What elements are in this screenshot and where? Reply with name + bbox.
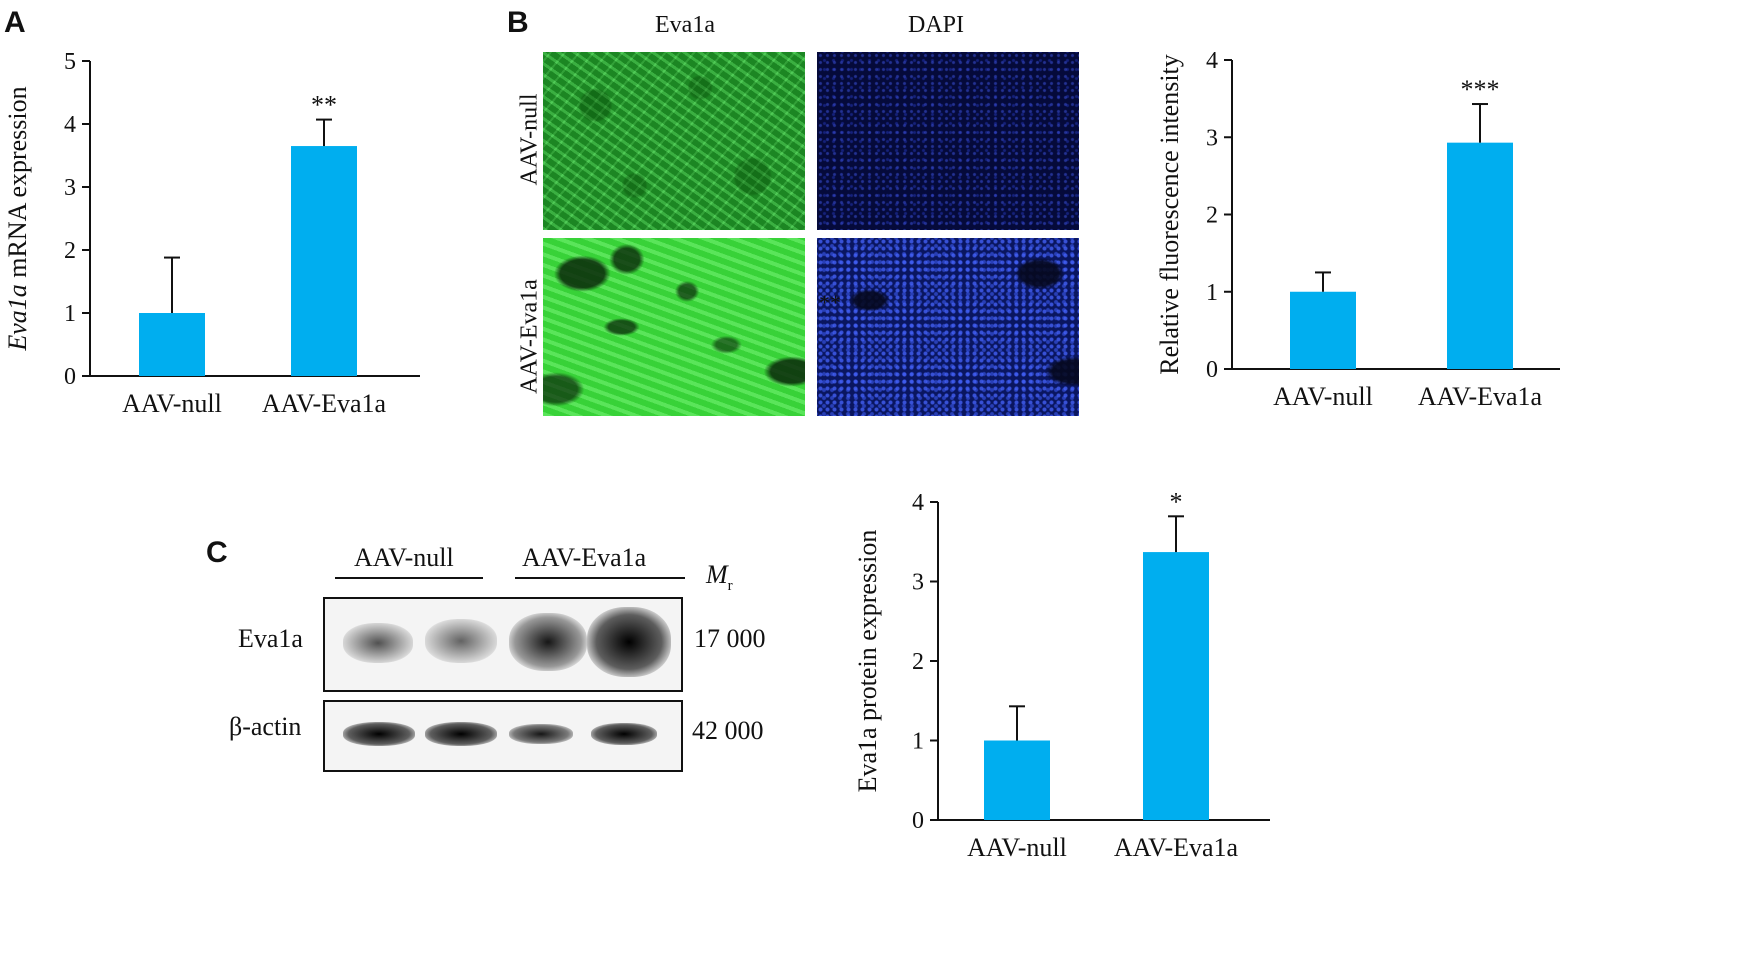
row-label-aav-null: AAV-null (516, 93, 543, 186)
category-label: AAV-null (967, 833, 1067, 862)
micrograph-eva1a-aav-null (543, 52, 805, 230)
y-axis-label: Eva1a protein expression (853, 530, 882, 793)
chart-c-protein: 0 1 2 3 4 Eva1a protein expression AAV-null * AA… (853, 487, 1270, 862)
group-line-aav-eva1a (515, 577, 685, 579)
bar-aav-eva1a (1143, 552, 1209, 820)
micrograph-dapi-aav-eva1a: ** (817, 238, 1079, 416)
y-axis-label: Eva1a mRNA expression (3, 86, 32, 351)
mr-subscript: r (727, 578, 733, 594)
band-actin-lane-1 (343, 722, 415, 746)
blot-row-label-eva1a: Eva1a (238, 624, 303, 653)
panel-letter-a: A (4, 6, 26, 39)
panel-letter-c: C (206, 536, 228, 569)
micrograph-dapi-aav-null (817, 52, 1079, 230)
bar-aav-null (984, 740, 1050, 820)
chart-b-fluorescence: 0 1 2 3 4 Relative fluorescence intensity AAV-… (1155, 48, 1560, 411)
y-tick-label: 1 (64, 301, 76, 327)
bar-aav-eva1a (1447, 142, 1513, 369)
y-tick-label: 4 (912, 490, 924, 516)
blot-row-label-beta-actin: β-actin (229, 712, 302, 741)
category-label: AAV-null (122, 389, 222, 418)
y-tick-label: 2 (912, 649, 924, 675)
y-tick-label: 1 (1206, 280, 1218, 306)
overlay-mark: ** (819, 290, 841, 315)
significance-mark: ** (311, 91, 337, 120)
y-axis-label-text: mRNA expression (3, 86, 32, 284)
y-tick-label: 3 (1206, 125, 1218, 151)
mr-letter: M (706, 560, 728, 589)
y-tick-label: 5 (64, 49, 76, 75)
group-label-aav-eva1a: AAV-Eva1a (522, 543, 647, 572)
y-axis-label-text: Relative fluorescence intensity (1155, 54, 1184, 375)
significance-mark: * (1170, 487, 1183, 516)
mr-label: Mr (706, 560, 733, 594)
significance-mark: *** (1461, 75, 1500, 104)
bar-aav-eva1a (291, 146, 357, 376)
y-axis-label-italic: Eva1a (3, 284, 32, 351)
y-tick-label: 0 (912, 808, 924, 834)
bar-aav-null (1290, 291, 1356, 369)
micrograph-eva1a-aav-eva1a (543, 238, 805, 416)
y-tick-label: 0 (64, 364, 76, 390)
y-axis-label-text: Eva1a protein expression (853, 530, 882, 793)
band-eva1a-lane-3 (509, 613, 587, 671)
chart-a-mrna: 0 1 2 3 4 5 Eva1a mRNA expression AAV-null ** AAV… (3, 49, 420, 418)
band-actin-lane-2 (425, 722, 497, 746)
group-label-aav-null: AAV-null (354, 543, 454, 572)
band-actin-lane-4 (591, 723, 657, 745)
row-label-aav-eva1a: AAV-Eva1a (516, 279, 543, 394)
bar-aav-null (139, 313, 205, 376)
y-tick-label: 4 (64, 112, 76, 138)
blot-mw-beta-actin: 42 000 (692, 716, 764, 745)
category-label: AAV-Eva1a (262, 389, 387, 418)
group-line-aav-null (335, 577, 483, 579)
band-eva1a-lane-2 (425, 619, 497, 663)
y-axis-label: Relative fluorescence intensity (1155, 54, 1184, 375)
y-tick-label: 3 (64, 175, 76, 201)
y-tick-label: 2 (64, 238, 76, 264)
category-label: AAV-Eva1a (1114, 833, 1239, 862)
col-label-eva1a: Eva1a (655, 12, 715, 38)
y-tick-label: 0 (1206, 357, 1218, 383)
category-label: AAV-Eva1a (1418, 382, 1543, 411)
blot-mw-eva1a: 17 000 (694, 624, 766, 653)
panel-letter-b: B (507, 6, 529, 39)
y-tick-label: 4 (1206, 48, 1218, 74)
col-label-dapi: DAPI (908, 12, 965, 38)
y-tick-label: 1 (912, 729, 924, 755)
y-tick-label: 3 (912, 570, 924, 596)
blot-beta-actin (323, 700, 683, 772)
band-eva1a-lane-1 (343, 623, 413, 663)
y-tick-label: 2 (1206, 203, 1218, 229)
category-label: AAV-null (1273, 382, 1373, 411)
blot-eva1a (323, 597, 683, 692)
band-eva1a-lane-4 (587, 607, 671, 677)
band-actin-lane-3 (509, 724, 573, 744)
